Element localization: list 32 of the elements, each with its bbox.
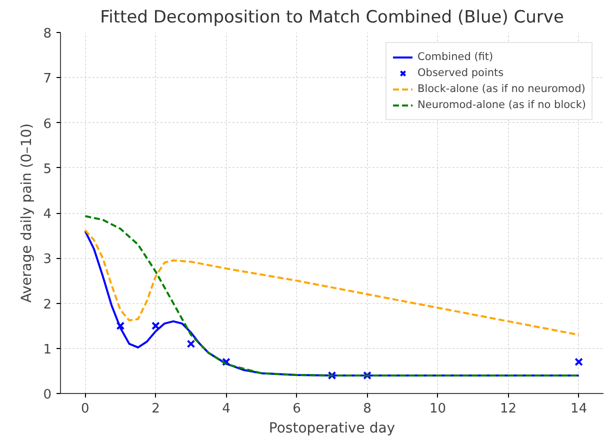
legend-label: Combined (fit) [418, 50, 494, 65]
point [222, 358, 230, 366]
y-tick-label: 7 [43, 72, 52, 87]
legend-label: Block-alone (as if no neuromod) [418, 82, 586, 97]
x-tick-label: 4 [222, 402, 230, 416]
y-tick-label: 4 [43, 207, 52, 222]
point [116, 322, 125, 330]
point [363, 371, 372, 380]
point [186, 340, 196, 348]
x-axis-title: Postoperative day [268, 420, 396, 436]
x-tick-label: 10 [430, 402, 446, 416]
legend-label: Observed points [418, 66, 504, 81]
y-tick-label: 8 [43, 26, 52, 42]
point [152, 322, 160, 330]
point [328, 371, 336, 380]
x-tick-label: 8 [363, 402, 372, 416]
x-tick-label: 6 [292, 402, 301, 416]
y-tick-label: 3 [43, 252, 52, 268]
y-tick-label: 5 [43, 162, 52, 177]
y-tick-label: 2 [43, 297, 52, 312]
legend-label: Neuromod-alone (as if no block) [418, 98, 586, 113]
y-tick-label: 1 [43, 342, 52, 358]
point [574, 358, 583, 366]
chart-title: Fitted Decomposition to Match Combined (Blue) Curve [100, 8, 564, 28]
x-tick-label: 12 [500, 402, 517, 416]
x-tick-label: 2 [152, 402, 160, 416]
y-tick-label: 0 [43, 388, 52, 402]
y-tick-label: 6 [43, 116, 52, 132]
y-axis-title: Average daily pain (0–10) [19, 123, 36, 303]
line-series [84, 229, 580, 336]
x-tick-label: 14 [570, 402, 588, 416]
x-tick-label: 0 [81, 402, 90, 416]
